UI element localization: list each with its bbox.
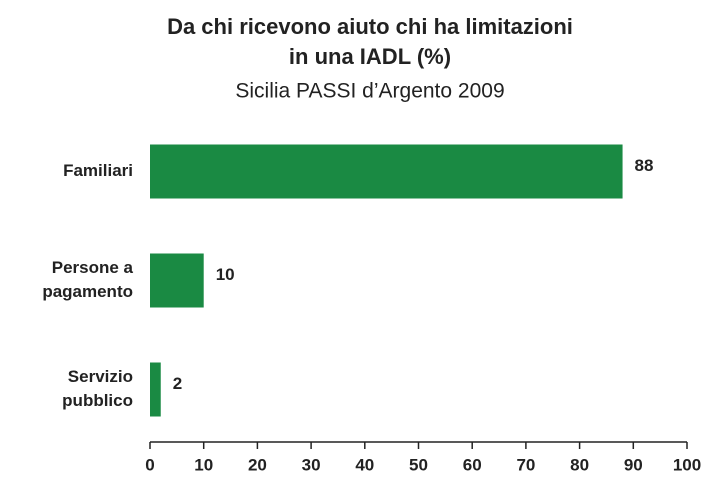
x-tick-label: 30 [302,455,321,474]
chart-title: in una IADL (%) [289,44,451,69]
bar [150,253,204,308]
value-label: 2 [173,374,182,393]
y-tick-label: Familiari [63,161,133,180]
x-tick-label: 50 [409,455,428,474]
bar [150,362,161,417]
bar [150,144,623,199]
x-tick-label: 80 [570,455,589,474]
value-label: 88 [635,156,654,175]
y-tick-label: Persone a [52,258,134,277]
y-tick-label: pagamento [42,282,133,301]
x-tick-label: 0 [145,455,154,474]
x-tick-label: 20 [248,455,267,474]
x-tick-label: 100 [673,455,701,474]
chart-subtitle: Sicilia PASSI d’Argento 2009 [235,80,504,103]
x-tick-label: 70 [516,455,535,474]
y-tick-label: Servizio [68,367,133,386]
x-tick-label: 10 [194,455,213,474]
x-tick-label: 90 [624,455,643,474]
x-tick-label: 60 [463,455,482,474]
x-tick-label: 40 [355,455,374,474]
chart-title: Da chi ricevono aiuto chi ha limitazioni [167,14,573,39]
value-label: 10 [216,265,235,284]
y-tick-label: pubblico [62,391,133,410]
